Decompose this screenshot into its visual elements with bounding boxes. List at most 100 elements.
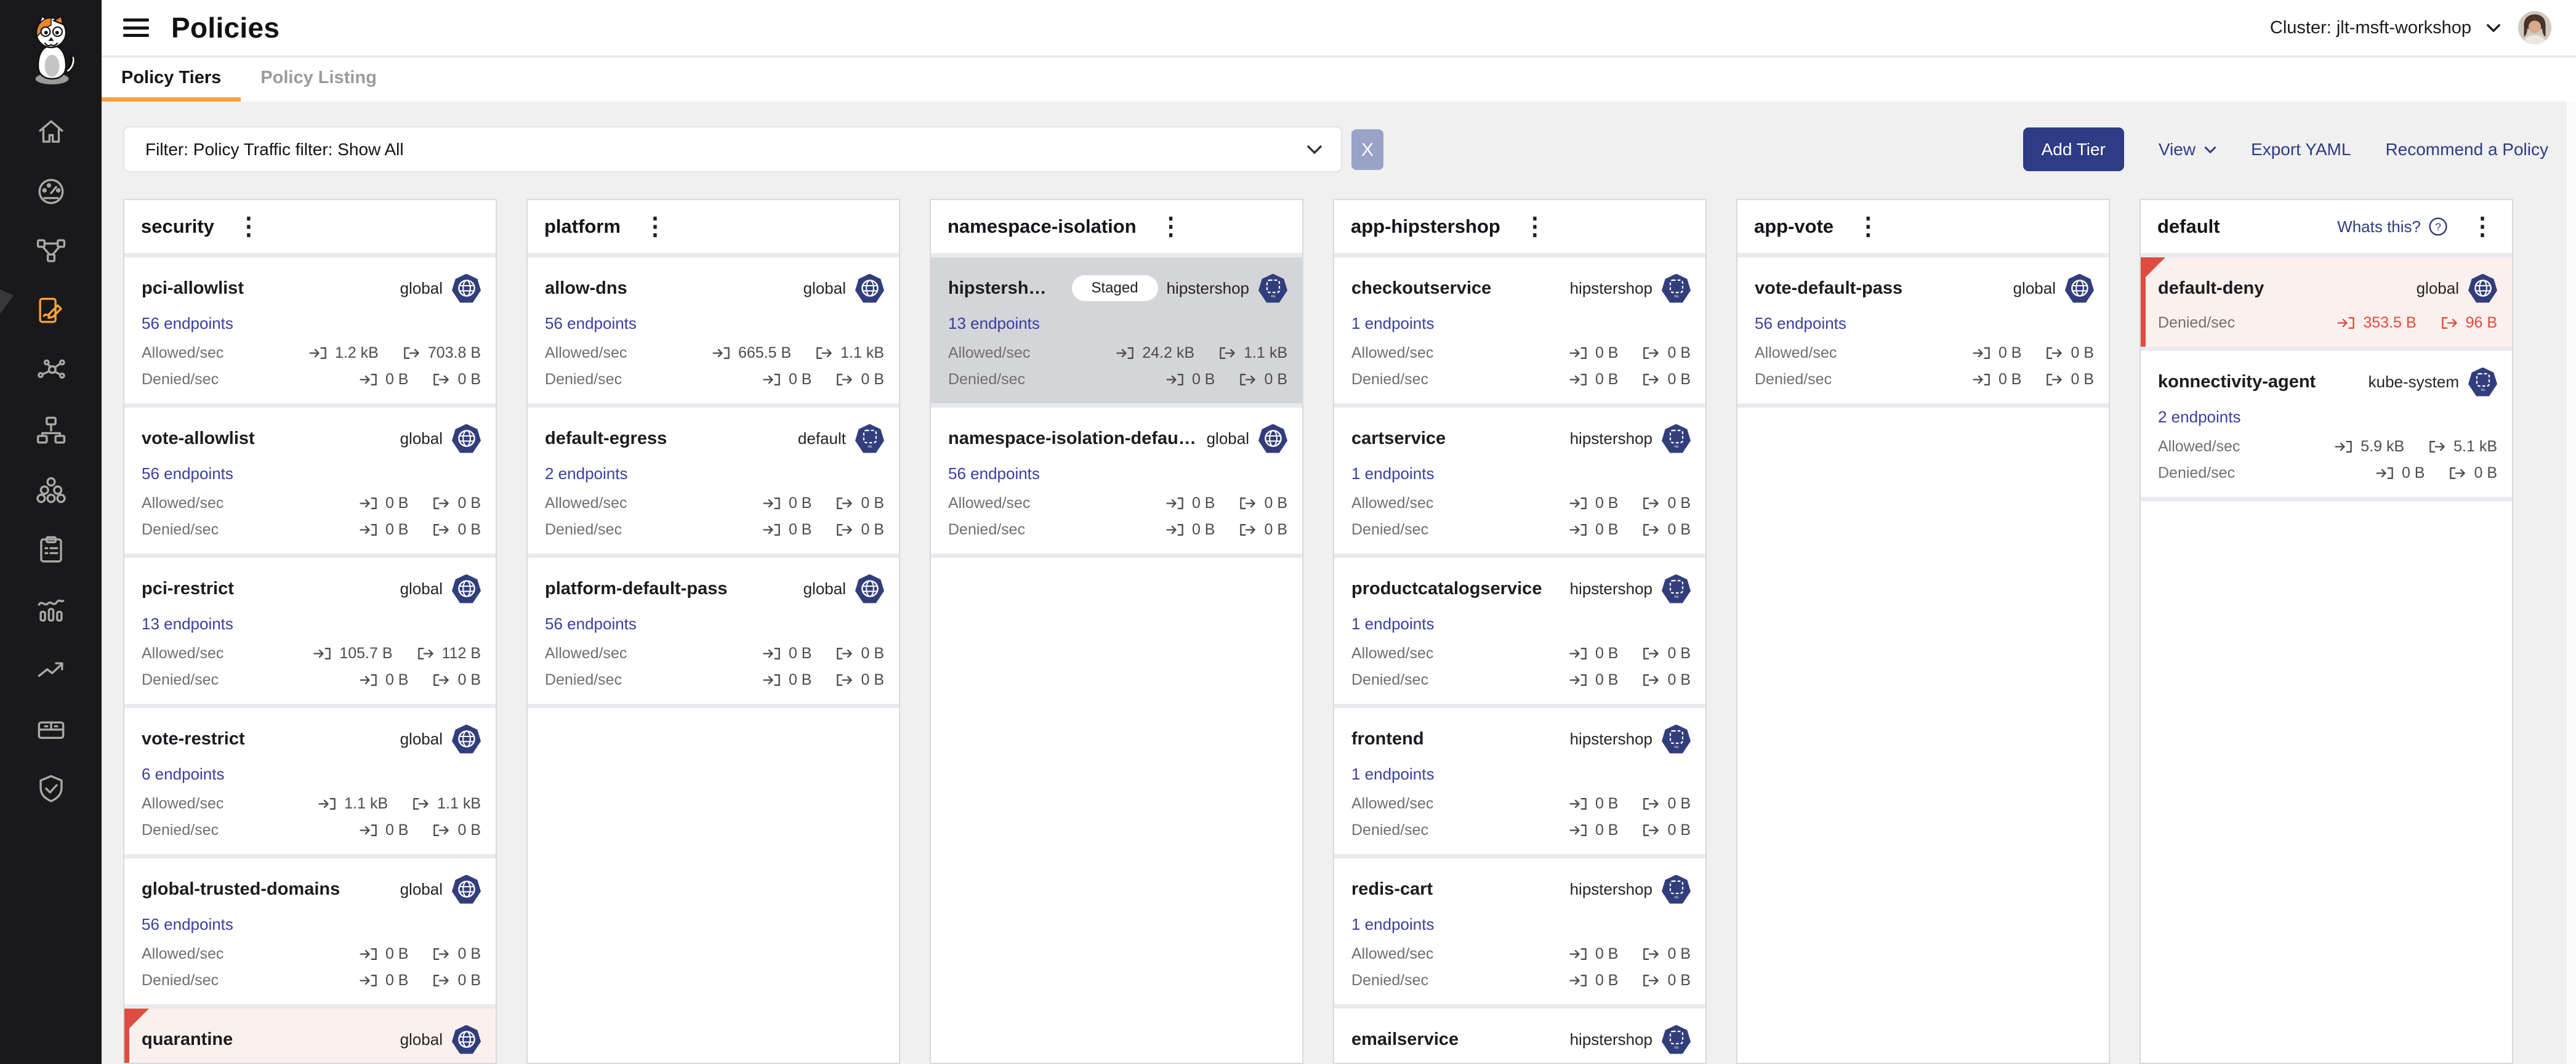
sidebar-item-network-sets[interactable] — [0, 341, 102, 400]
policy-card-platform-default-pass[interactable]: platform-default-pass global 56 endpoint… — [528, 558, 899, 704]
endpoints-link[interactable]: 56 endpoints — [142, 314, 233, 332]
policy-card-pci-allowlist[interactable]: pci-allowlist global 56 endpoints Allowe… — [124, 257, 496, 403]
endpoints-link[interactable]: 1 endpoints — [1351, 765, 1435, 783]
policy-card-frontend[interactable]: frontend hipstershop ns 1 endpoints Allo… — [1334, 708, 1705, 854]
endpoints-link[interactable]: 6 endpoints — [142, 765, 225, 783]
ingress-arrow-icon — [1569, 497, 1587, 510]
tab-policy-listing[interactable]: Policy Listing — [260, 67, 377, 87]
sidebar-item-activity-timeline[interactable] — [0, 639, 102, 699]
add-tier-button[interactable]: Add Tier — [2023, 127, 2124, 171]
tier-name: app-vote — [1754, 216, 1834, 237]
policy-name: vote-allowlist — [142, 428, 255, 448]
endpoints-link[interactable]: 1 endpoints — [1351, 615, 1435, 633]
scope-label: default — [797, 429, 846, 448]
tier-name: namespace-isolation — [948, 216, 1137, 237]
policy-card-cartservice[interactable]: cartservice hipstershop ns 1 endpoints A… — [1334, 408, 1705, 554]
egress-value: 0 B — [2045, 344, 2094, 362]
hamburger-menu-icon[interactable] — [123, 18, 149, 37]
policy-card-productcatalogservice[interactable]: productcatalogservice hipstershop ns 1 e… — [1334, 558, 1705, 704]
endpoints-link[interactable]: 2 endpoints — [2158, 408, 2241, 426]
policy-card-global-trusted-domains[interactable]: global-trusted-domains global 56 endpoin… — [124, 858, 496, 1004]
sidebar-item-workloads[interactable] — [0, 699, 102, 759]
policy-card-namespace-isolation-default-p[interactable]: namespace-isolation-default-p… global 56… — [931, 408, 1302, 554]
endpoints-link[interactable]: 56 endpoints — [142, 915, 233, 933]
endpoints-link[interactable]: 56 endpoints — [142, 464, 233, 483]
namespace-icon: ns — [1266, 279, 1280, 299]
endpoints-link[interactable]: 56 endpoints — [545, 615, 637, 633]
endpoints-link[interactable]: 2 endpoints — [545, 464, 628, 483]
traffic-label: Allowed/sec — [1351, 344, 1434, 361]
endpoints-link[interactable]: 13 endpoints — [948, 314, 1040, 332]
egress-value: 0 B — [432, 972, 481, 989]
traffic-label: Allowed/sec — [1351, 945, 1434, 962]
tier-menu-kebab-icon[interactable]: ⋮ — [236, 213, 261, 240]
tier-menu-kebab-icon[interactable]: ⋮ — [2470, 213, 2495, 240]
tier-menu-kebab-icon[interactable]: ⋮ — [1522, 213, 1547, 240]
ingress-value: 0 B — [763, 494, 811, 512]
recommend-policy-button[interactable]: Recommend a Policy — [2385, 139, 2548, 159]
scope-label: global — [803, 278, 846, 297]
egress-arrow-icon — [1643, 523, 1659, 536]
clear-filter-button[interactable]: X — [1351, 129, 1383, 170]
sidebar-item-service-graph[interactable] — [0, 221, 102, 281]
sidebar-item-home[interactable] — [0, 102, 102, 161]
policy-card-emailservice[interactable]: emailservice hipstershop ns 1 endpoints … — [1334, 1009, 1705, 1063]
egress-arrow-icon — [433, 948, 449, 961]
policy-card-pci-restrict[interactable]: pci-restrict global 13 endpoints Allowed… — [124, 558, 496, 704]
tab-bar: Policy Tiers Policy Listing — [102, 58, 2576, 102]
endpoints-link[interactable]: 56 endpoints — [948, 464, 1040, 483]
sidebar-item-compliance-report[interactable] — [0, 520, 102, 579]
globe-icon — [457, 1031, 475, 1048]
endpoints-link[interactable]: 56 endpoints — [1755, 314, 1846, 332]
endpoints-link[interactable]: 1 endpoints — [1351, 915, 1435, 933]
policy-card-default-egress[interactable]: default-egress default ns 2 endpoints Al… — [528, 408, 899, 554]
tier-menu-kebab-icon[interactable]: ⋮ — [1158, 213, 1183, 240]
endpoints-link[interactable]: 13 endpoints — [142, 615, 233, 633]
view-menu-button[interactable]: View — [2159, 140, 2216, 159]
policy-card-checkoutservice[interactable]: checkoutservice hipstershop ns 1 endpoin… — [1334, 257, 1705, 403]
export-yaml-button[interactable]: Export YAML — [2251, 139, 2351, 159]
traffic-label: Allowed/sec — [948, 494, 1031, 512]
policy-card-konnectivity-agent[interactable]: konnectivity-agent kube-system ns 2 endp… — [2141, 351, 2512, 497]
policy-card-allow-dns[interactable]: allow-dns global 56 endpoints Allowed/se… — [528, 257, 899, 403]
cluster-selector[interactable]: Cluster: jlt-msft-workshop — [2270, 18, 2501, 38]
svg-text:ns: ns — [1674, 1046, 1679, 1050]
scope-label: hipstershop — [1166, 278, 1249, 297]
sidebar-item-endpoints[interactable] — [0, 460, 102, 520]
traffic-label: Allowed/sec — [1351, 645, 1434, 662]
scope-label: global — [1206, 429, 1249, 448]
tier-column-default: default Whats this? ? ⋮ default-deny glo… — [2139, 199, 2513, 1064]
globe-icon — [457, 430, 475, 447]
tier-menu-kebab-icon[interactable]: ⋮ — [1856, 213, 1881, 240]
endpoints-link[interactable]: 1 endpoints — [1351, 314, 1435, 332]
tier-menu-kebab-icon[interactable]: ⋮ — [643, 213, 667, 240]
ingress-arrow-icon — [1166, 497, 1183, 510]
user-avatar[interactable] — [2518, 11, 2551, 44]
policy-card-hipstershop-gh[interactable]: hipstershop-gh… Staged hipstershop ns 13… — [931, 257, 1302, 403]
sidebar-item-threat-defense[interactable] — [0, 759, 102, 818]
ingress-value: 0 B — [1166, 521, 1215, 539]
global-scope-badge — [452, 574, 481, 603]
policy-card-default-deny[interactable]: default-deny global Denied/sec 353.5 B 96 … — [2141, 257, 2512, 347]
policy-filter-select[interactable]: Filter: Policy Traffic filter: Show All — [123, 126, 1342, 172]
tier-column-security: security ? ⋮ pci-allowlist global 56 end… — [123, 199, 497, 1064]
whats-this-link[interactable]: Whats this? ? — [2337, 217, 2448, 236]
policy-card-redis-cart[interactable]: redis-cart hipstershop ns 1 endpoints Al… — [1334, 858, 1705, 1004]
policy-card-quarantine[interactable]: quarantine global 0 endpoints — [124, 1009, 496, 1063]
endpoints-link[interactable]: 56 endpoints — [545, 314, 637, 332]
sidebar-item-dashboard-gauge[interactable] — [0, 161, 102, 221]
policy-card-vote-default-pass[interactable]: vote-default-pass global 56 endpoints Al… — [1737, 257, 2109, 403]
sidebar-item-policies[interactable] — [0, 281, 102, 341]
sidebar-item-cluster-tree[interactable] — [0, 400, 102, 460]
policy-card-vote-restrict[interactable]: vote-restrict global 6 endpoints Allowed… — [124, 708, 496, 854]
sidebar-item-flow-logs[interactable] — [0, 579, 102, 639]
tab-policy-tiers[interactable]: Policy Tiers — [102, 58, 241, 102]
globe-icon — [457, 280, 475, 297]
svg-text:ns: ns — [1674, 745, 1679, 749]
policy-card-vote-allowlist[interactable]: vote-allowlist global 56 endpoints Allow… — [124, 408, 496, 554]
traffic-label: Denied/sec — [1755, 371, 1832, 388]
vertical-scrollbar[interactable] — [2566, 102, 2576, 1064]
ingress-value: 0 B — [1569, 371, 1618, 389]
endpoints-link[interactable]: 1 endpoints — [1351, 464, 1435, 483]
ingress-arrow-icon — [1569, 373, 1587, 386]
